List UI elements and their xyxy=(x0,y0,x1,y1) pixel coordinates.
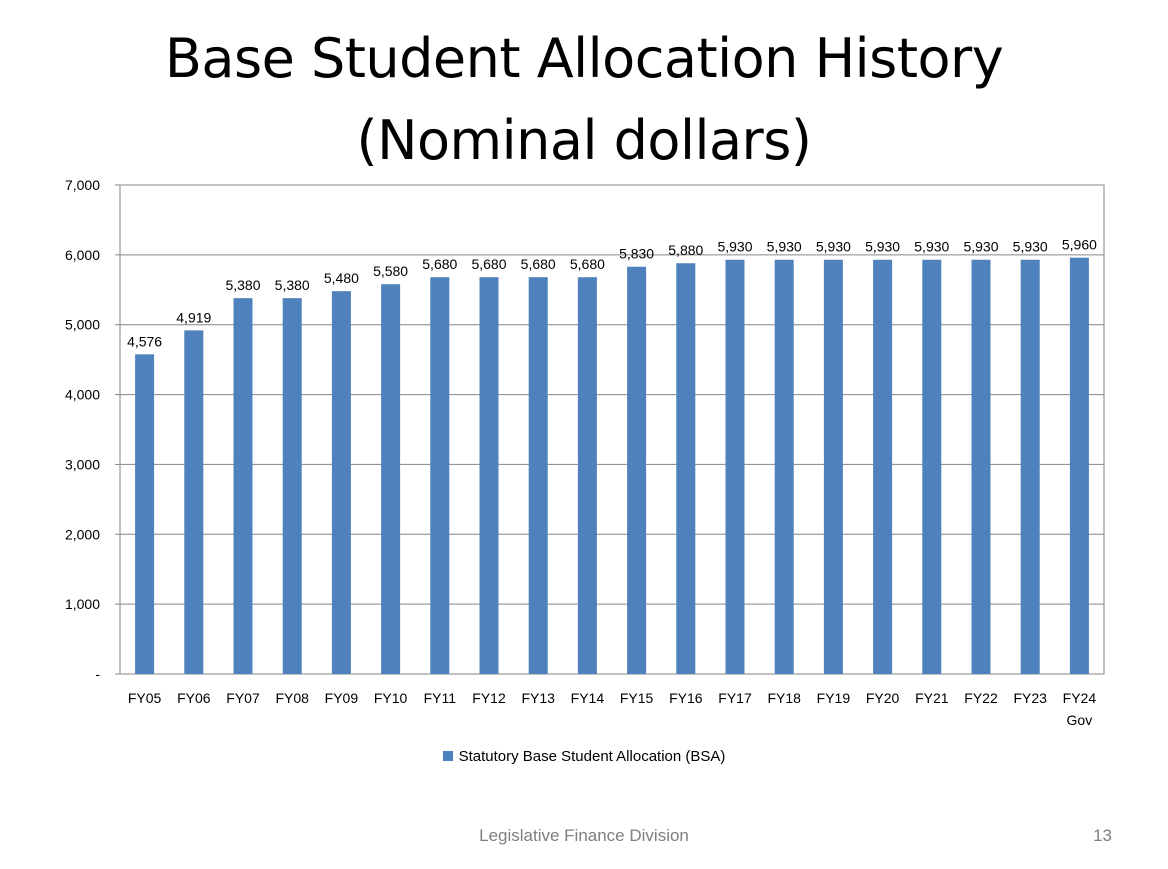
data-label: 5,930 xyxy=(914,239,949,255)
data-label: 5,930 xyxy=(767,239,802,255)
x-tick-label: FY18 xyxy=(767,690,801,706)
legend-label: Statutory Base Student Allocation (BSA) xyxy=(458,748,726,765)
y-tick-label: 4,000 xyxy=(65,387,100,403)
bar xyxy=(381,284,401,674)
bar xyxy=(971,259,991,674)
data-label: 5,930 xyxy=(717,239,752,255)
data-label: 4,919 xyxy=(176,309,211,325)
plot-area-border xyxy=(119,184,1105,675)
data-label: 5,380 xyxy=(225,277,260,293)
x-tick-label: FY08 xyxy=(275,690,309,706)
x-tick-label: FY11 xyxy=(424,690,457,706)
bar xyxy=(282,298,302,674)
data-label: 5,930 xyxy=(865,239,900,255)
data-label: 5,930 xyxy=(1013,239,1048,255)
bar xyxy=(528,277,548,674)
x-tick-label: FY15 xyxy=(620,690,654,706)
x-tick-label: FY13 xyxy=(521,690,555,706)
x-tick-label: FY16 xyxy=(669,690,703,706)
x-tick-label: FY17 xyxy=(718,690,752,706)
bar xyxy=(873,259,893,674)
y-tick-label: 2,000 xyxy=(65,526,100,542)
x-tick-label: FY07 xyxy=(226,690,260,706)
bar xyxy=(823,259,843,674)
x-tick-label: FY24 Gov xyxy=(1063,690,1097,728)
data-label: 5,680 xyxy=(471,256,506,272)
data-label: 5,680 xyxy=(570,256,605,272)
x-tick-label: FY23 xyxy=(1013,690,1047,706)
bar xyxy=(479,277,499,674)
x-tick-label: FY12 xyxy=(472,690,506,706)
x-tick-label: FY21 xyxy=(915,690,949,706)
x-tick-label: FY22 xyxy=(964,690,998,706)
bar xyxy=(430,277,450,674)
bar xyxy=(725,259,745,674)
data-label: 5,830 xyxy=(619,246,654,262)
data-label: 5,380 xyxy=(275,277,310,293)
bar xyxy=(922,259,942,674)
x-tick-label: FY19 xyxy=(817,690,851,706)
x-tick-label: FY20 xyxy=(866,690,900,706)
x-tick-label: FY14 xyxy=(571,690,605,706)
x-tick-label: FY10 xyxy=(374,690,408,706)
data-label: 5,880 xyxy=(668,242,703,258)
data-label: 5,680 xyxy=(422,256,457,272)
bar xyxy=(184,330,204,674)
title-line-1: Base Student Allocation History xyxy=(164,27,1004,90)
data-label: 5,680 xyxy=(521,256,556,272)
data-label: 4,576 xyxy=(127,333,162,349)
x-tick-label: FY05 xyxy=(128,690,162,706)
bar xyxy=(676,263,696,674)
bar xyxy=(1069,257,1089,674)
chart-legend: Statutory Base Student Allocation (BSA) xyxy=(0,746,1168,768)
bar xyxy=(577,277,597,674)
bar xyxy=(627,266,647,674)
x-tick-label: FY06 xyxy=(177,690,211,706)
legend-swatch xyxy=(442,751,453,761)
y-tick-label: - xyxy=(95,666,100,682)
bar xyxy=(1020,259,1040,674)
data-label: 5,930 xyxy=(963,239,998,255)
data-label: 5,960 xyxy=(1062,237,1097,253)
page-title: Base Student Allocation History (Nominal… xyxy=(0,18,1168,182)
y-tick-label: 6,000 xyxy=(65,247,100,263)
y-tick-label: 7,000 xyxy=(65,177,100,193)
data-label: 5,480 xyxy=(324,270,359,286)
data-label: 5,580 xyxy=(373,263,408,279)
x-tick-label: FY09 xyxy=(325,690,359,706)
bar xyxy=(774,259,794,674)
title-line-2: (Nominal dollars) xyxy=(356,109,812,172)
y-tick-label: 1,000 xyxy=(65,596,100,612)
page-number: 13 xyxy=(1093,826,1112,845)
bar xyxy=(135,354,155,674)
y-tick-label: 5,000 xyxy=(65,317,100,333)
data-label: 5,930 xyxy=(816,239,851,255)
bar xyxy=(233,298,253,674)
footer-text: Legislative Finance Division xyxy=(479,826,689,845)
y-tick-label: 3,000 xyxy=(65,456,100,472)
bar xyxy=(331,291,351,674)
